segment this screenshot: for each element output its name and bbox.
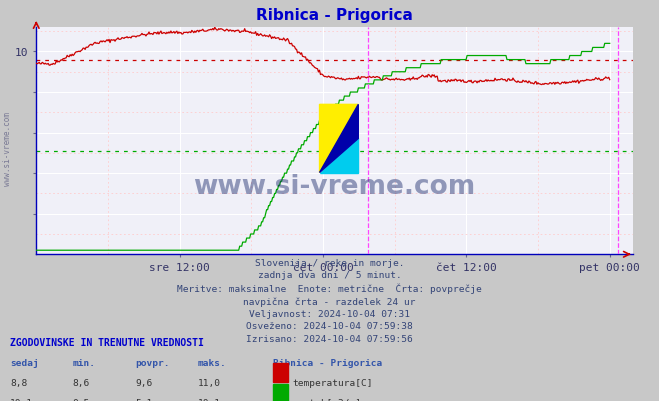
Text: 11,0: 11,0 (198, 378, 221, 387)
Text: ZGODOVINSKE IN TRENUTNE VREDNOSTI: ZGODOVINSKE IN TRENUTNE VREDNOSTI (10, 338, 204, 347)
Text: 8,8: 8,8 (10, 378, 27, 387)
Text: Slovenija / reke in morje.
zadnja dva dni / 5 minut.
Meritve: maksimalne  Enote:: Slovenija / reke in morje. zadnja dva dn… (177, 258, 482, 343)
Text: 5,1: 5,1 (135, 398, 152, 401)
Text: maks.: maks. (198, 358, 227, 367)
Text: 9,6: 9,6 (135, 378, 152, 387)
Title: Ribnica - Prigorica: Ribnica - Prigorica (256, 8, 413, 23)
Text: pretok[m3/s]: pretok[m3/s] (292, 398, 361, 401)
Polygon shape (320, 105, 358, 173)
Polygon shape (320, 139, 358, 173)
Text: www.si-vreme.com: www.si-vreme.com (3, 111, 13, 185)
Text: 0,5: 0,5 (72, 398, 90, 401)
Text: min.: min. (72, 358, 96, 367)
Polygon shape (320, 105, 358, 173)
Text: povpr.: povpr. (135, 358, 169, 367)
Bar (273, 384, 288, 401)
Text: 8,6: 8,6 (72, 378, 90, 387)
Text: 10,1: 10,1 (10, 398, 33, 401)
Bar (273, 363, 288, 382)
Text: temperatura[C]: temperatura[C] (292, 378, 372, 387)
Text: Ribnica - Prigorica: Ribnica - Prigorica (273, 358, 383, 367)
Text: www.si-vreme.com: www.si-vreme.com (193, 174, 476, 200)
Text: 10,1: 10,1 (198, 398, 221, 401)
Text: sedaj: sedaj (10, 358, 39, 367)
